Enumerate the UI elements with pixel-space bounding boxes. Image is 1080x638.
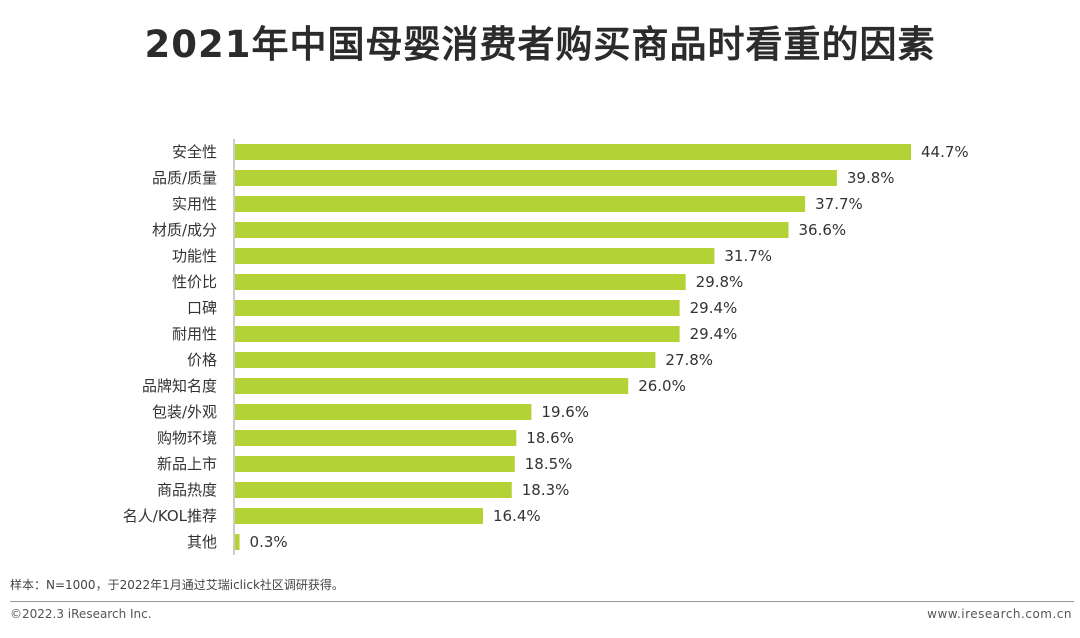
bar xyxy=(235,170,837,186)
value-label: 26.0% xyxy=(638,377,686,395)
bar xyxy=(235,508,484,524)
bar xyxy=(235,222,789,238)
value-label: 31.7% xyxy=(724,247,772,265)
category-label: 耐用性 xyxy=(172,325,217,343)
footer-divider xyxy=(10,601,1074,602)
bar xyxy=(235,274,686,290)
value-label: 27.8% xyxy=(665,351,713,369)
category-label: 实用性 xyxy=(172,195,217,213)
bar xyxy=(235,144,911,160)
category-label: 名人/KOL推荐 xyxy=(123,507,217,525)
website-text: www.iresearch.com.cn xyxy=(927,607,1072,621)
copyright-text: ©2022.3 iResearch Inc. xyxy=(10,607,152,621)
value-label: 29.4% xyxy=(690,325,738,343)
category-label: 安全性 xyxy=(172,143,217,161)
category-label: 其他 xyxy=(187,533,217,551)
value-label: 36.6% xyxy=(799,221,847,239)
bar xyxy=(235,430,517,446)
bar xyxy=(235,378,629,394)
category-label: 价格 xyxy=(187,351,217,369)
category-label: 口碑 xyxy=(187,299,217,317)
bar-chart: 安全性 44.7% 品质/质量 39.8% 实用性 37.7% 材质/成分 36.6% 功能性 3… xyxy=(123,139,969,555)
category-label: 购物环境 xyxy=(157,429,217,447)
value-label: 18.3% xyxy=(522,481,570,499)
category-label: 材质/成分 xyxy=(152,221,217,239)
bar xyxy=(235,352,656,368)
bar xyxy=(235,534,240,550)
value-label: 0.3% xyxy=(250,533,288,551)
bar xyxy=(235,482,512,498)
category-label: 性价比 xyxy=(172,273,217,291)
value-label: 18.5% xyxy=(525,455,573,473)
value-label: 29.4% xyxy=(690,299,738,317)
value-label: 18.6% xyxy=(526,429,574,447)
bar xyxy=(235,326,680,342)
category-label: 功能性 xyxy=(172,247,217,265)
value-label: 16.4% xyxy=(493,507,541,525)
bar xyxy=(235,404,532,420)
bar xyxy=(235,300,680,316)
value-label: 44.7% xyxy=(921,143,969,161)
category-label: 新品上市 xyxy=(157,455,217,473)
bar xyxy=(235,456,515,472)
value-label: 39.8% xyxy=(847,169,895,187)
value-label: 29.8% xyxy=(696,273,744,291)
bar xyxy=(235,248,715,264)
category-label: 商品热度 xyxy=(157,481,217,499)
category-label: 品质/质量 xyxy=(152,169,217,187)
category-label: 包装/外观 xyxy=(152,403,217,421)
bar xyxy=(235,196,806,212)
sample-note: 样本：N=1000，于2022年1月通过艾瑞iclick社区调研获得。 xyxy=(10,578,344,592)
value-label: 19.6% xyxy=(541,403,589,421)
chart-title: 2021年中国母婴消费者购买商品时看重的因素 xyxy=(144,23,936,66)
value-label: 37.7% xyxy=(815,195,863,213)
category-label: 品牌知名度 xyxy=(142,377,217,395)
